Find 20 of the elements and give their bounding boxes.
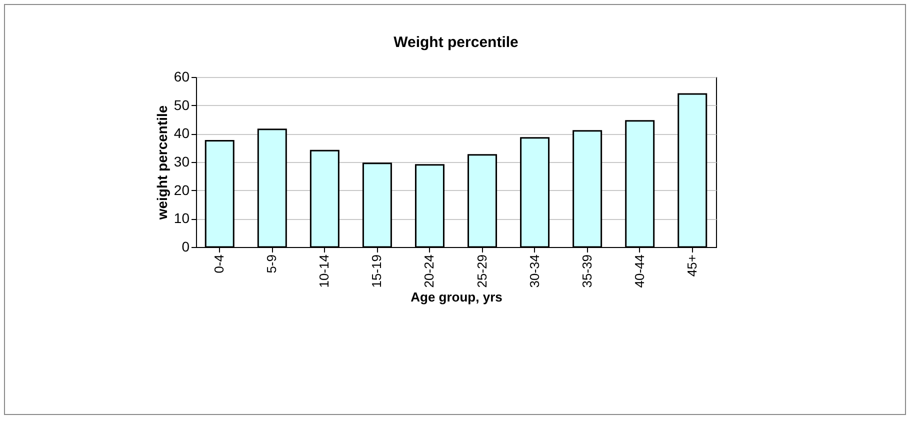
chart-title: Weight percentile	[394, 34, 518, 51]
y-axis-title: weight percentile	[154, 105, 170, 221]
y-tick-label: 20	[174, 182, 190, 198]
x-tick-label: 35-39	[579, 254, 594, 288]
x-tick-label: 5-9	[264, 254, 280, 274]
x-tick-label: 10-14	[316, 254, 332, 288]
x-axis-title: Age group, yrs	[410, 290, 502, 305]
x-tick-label: 45+	[684, 254, 700, 277]
x-tick-label: 20-24	[422, 254, 437, 288]
x-tick-label: 40-44	[632, 254, 647, 288]
y-tick-label: 60	[174, 68, 190, 84]
x-tick-label: 25-29	[474, 254, 490, 288]
x-tick-label: 30-34	[526, 254, 542, 288]
y-tick-label: 10	[174, 210, 190, 226]
y-tick-label: 40	[174, 125, 190, 142]
x-tick-label: 0-4	[212, 254, 227, 274]
y-tick-label: 30	[174, 154, 190, 170]
y-tick-label: 50	[174, 96, 190, 113]
x-tick-label: 15-19	[369, 254, 384, 288]
y-tick-label: 0	[182, 238, 190, 254]
